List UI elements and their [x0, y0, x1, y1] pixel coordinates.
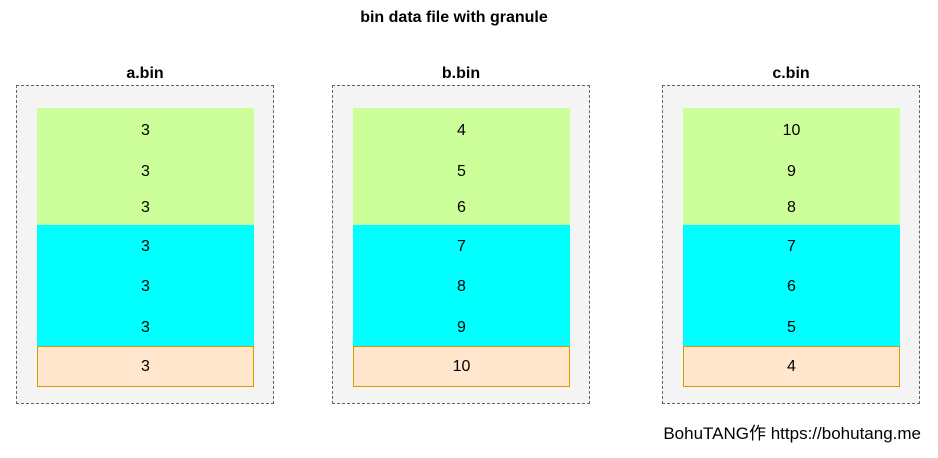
value-cell: 8: [787, 199, 796, 216]
diagram-title: bin data file with granule: [360, 9, 548, 26]
granule-block-peach: 10: [353, 346, 570, 387]
value-cell: 8: [457, 278, 466, 295]
value-cell: 6: [457, 199, 466, 216]
value-cell: 7: [457, 238, 466, 255]
file-a-bin: a.bin 3 3 3 3 3 3 3: [16, 64, 274, 404]
value-cell: 3: [141, 319, 150, 336]
granule-block-green: 3 3 3: [37, 108, 254, 225]
granule-block-cyan: 7 6 5: [683, 225, 900, 346]
file-c-bin: c.bin 10 9 8 7 6 5 4: [662, 64, 920, 404]
file-b-bin: b.bin 4 5 6 7 8 9 10: [332, 64, 590, 404]
author-credit: BohuTANG作 https://bohutang.me: [663, 424, 921, 443]
value-cell: 10: [452, 358, 471, 375]
file-label: c.bin: [764, 64, 818, 84]
value-cell: 3: [141, 238, 150, 255]
value-cell: 5: [457, 163, 466, 180]
granule-block-peach: 4: [683, 346, 900, 387]
value-cell: 4: [787, 358, 796, 375]
granule-block-peach: 3: [37, 346, 254, 387]
granule-block-cyan: 7 8 9: [353, 225, 570, 346]
value-cell: 9: [787, 163, 796, 180]
value-cell: 3: [141, 163, 150, 180]
file-label: b.bin: [433, 64, 489, 84]
value-cell: 3: [141, 199, 150, 216]
granule-block-cyan: 3 3 3: [37, 225, 254, 346]
value-cell: 6: [787, 278, 796, 295]
file-label: a.bin: [118, 64, 172, 84]
value-cell: 3: [141, 278, 150, 295]
value-cell: 3: [141, 122, 150, 139]
granule-block-green: 4 5 6: [353, 108, 570, 225]
value-cell: 5: [787, 319, 796, 336]
value-cell: 4: [457, 122, 466, 139]
value-cell: 7: [787, 238, 796, 255]
value-cell: 3: [141, 358, 150, 375]
granule-block-green: 10 9 8: [683, 108, 900, 225]
value-cell: 10: [782, 122, 801, 139]
value-cell: 9: [457, 319, 466, 336]
